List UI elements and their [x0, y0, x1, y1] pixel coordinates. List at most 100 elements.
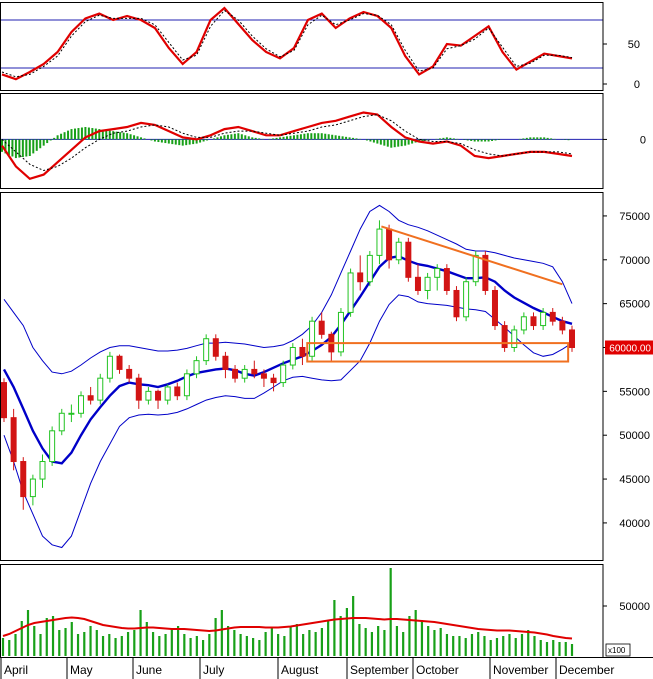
- candle-body: [270, 377, 277, 384]
- candle-body: [155, 390, 162, 401]
- bollinger-lower-band: [3, 294, 573, 549]
- candle-body: [463, 281, 470, 318]
- candle-body: [126, 368, 133, 379]
- candle-body: [222, 355, 229, 370]
- candle-body: [20, 461, 27, 498]
- candle-body: [174, 386, 181, 397]
- candle-body: [280, 364, 287, 384]
- candle-body: [1, 382, 7, 419]
- stoch-tick-label: 50: [628, 39, 640, 51]
- volume-tick-label: 50000: [619, 601, 650, 613]
- candle-body: [318, 320, 325, 335]
- candle-body: [569, 329, 575, 348]
- volume-unit-label: x100: [608, 646, 626, 655]
- candle-body: [405, 241, 412, 278]
- candle-body: [434, 268, 441, 278]
- candle-body: [376, 228, 383, 256]
- price-tick-label: 45000: [619, 474, 650, 486]
- candle-body: [386, 228, 393, 261]
- candle-body: [347, 272, 354, 313]
- candle-body: [453, 289, 460, 318]
- candle-body: [337, 311, 344, 353]
- candle-body: [309, 320, 316, 357]
- stochastic-panel: 50 0: [0, 6, 640, 91]
- candle-body: [299, 346, 306, 357]
- volume-panel: 50000 x100: [1, 568, 650, 657]
- candle-body: [472, 254, 479, 283]
- x-axis-month-label: September: [350, 663, 409, 677]
- candle-body: [10, 417, 17, 463]
- candle-body: [203, 338, 210, 362]
- candle-body: [559, 320, 566, 331]
- resistance-trendline: [381, 225, 563, 286]
- current-price-tag: [605, 340, 653, 355]
- volume-unit-box: [605, 643, 631, 657]
- candle-body: [482, 254, 489, 291]
- x-axis: April May June July August September October No…: [0, 657, 653, 679]
- candle-body: [289, 346, 296, 366]
- candle-body: [116, 355, 123, 370]
- candle-body: [366, 254, 373, 283]
- candle-body: [520, 316, 527, 331]
- macd-line-0: [1, 111, 573, 181]
- candle-body: [424, 276, 431, 291]
- candle-body: [443, 268, 450, 291]
- panel-border-price: [0, 192, 604, 561]
- stoch-line-1: [1, 9, 573, 78]
- stoch-tick-label: 0: [634, 79, 640, 91]
- candle-body: [260, 373, 267, 379]
- candle-body: [540, 311, 547, 327]
- x-axis-month-label: October: [416, 663, 459, 677]
- macd-panel: 0: [0, 111, 646, 181]
- support-box: [306, 342, 570, 363]
- candle-body: [193, 360, 200, 375]
- current-price-label: 60000.00: [609, 343, 651, 354]
- x-axis-month-label: August: [281, 663, 319, 677]
- candle-body: [39, 461, 46, 480]
- stoch-line-0: [1, 6, 573, 81]
- candle-body: [49, 430, 56, 463]
- candle-body: [78, 395, 85, 414]
- candle-body: [145, 390, 152, 401]
- x-axis-month-label: June: [136, 663, 162, 677]
- candle-body: [501, 325, 508, 348]
- candle-body: [232, 368, 239, 379]
- candle-body: [241, 368, 248, 379]
- candle-body: [491, 289, 498, 327]
- candle-body: [395, 241, 402, 261]
- candle-body: [135, 377, 142, 401]
- price-tick-label: 40000: [619, 518, 650, 530]
- candle-body: [414, 276, 421, 291]
- price-tick-label: 70000: [619, 255, 650, 267]
- candle-body: [68, 412, 75, 415]
- macd-tick-label: 0: [640, 134, 646, 146]
- candle-body: [530, 316, 537, 327]
- x-axis-month-label: December: [559, 663, 614, 677]
- price-panel: 7500070000650006000055000500004500040000…: [1, 204, 653, 549]
- x-axis-month-label: November: [493, 663, 548, 677]
- x-axis-month-label: July: [203, 663, 224, 677]
- candle-body: [87, 395, 94, 401]
- macd-line-1: [1, 114, 573, 172]
- candle-body: [183, 373, 190, 397]
- price-tick-label: 65000: [619, 299, 650, 311]
- panel-frames: [0, 2, 604, 658]
- bollinger-upper-band: [3, 204, 573, 375]
- candle-body: [29, 478, 36, 498]
- volume-moving-average: [2, 616, 573, 640]
- candle-body: [164, 386, 171, 401]
- candle-body: [357, 272, 364, 283]
- candle-body: [511, 329, 518, 348]
- panel-border-stoch: [0, 2, 604, 91]
- candle-body: [58, 412, 65, 432]
- panel-border-macd: [0, 93, 604, 189]
- price-tick-label: 75000: [619, 211, 650, 223]
- panel-border-vol: [0, 564, 604, 658]
- price-tick-label: 50000: [619, 430, 650, 442]
- x-axis-month-label: May: [70, 663, 93, 677]
- candle-body: [549, 311, 556, 322]
- candle-body: [251, 368, 258, 375]
- candle-body: [97, 377, 104, 401]
- price-tick-label: 55000: [619, 386, 650, 398]
